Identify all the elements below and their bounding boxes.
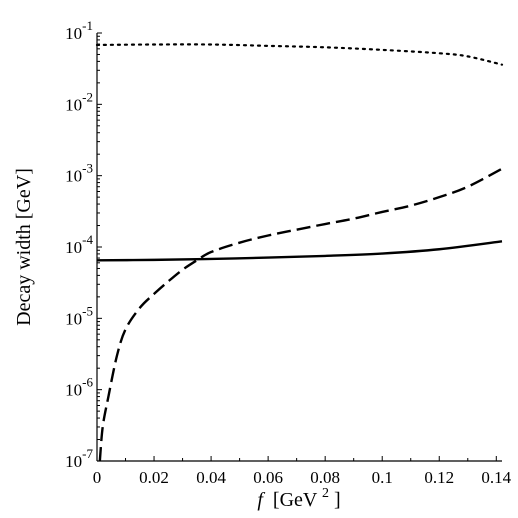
plot-area <box>95 43 504 462</box>
x-tick-label: 0 <box>93 468 102 487</box>
x-tick-label: 0.08 <box>310 468 340 487</box>
x-tick-label: 0.14 <box>481 468 511 487</box>
y-tick-label: 10-1 <box>65 18 93 43</box>
x-axis-symbol: f <box>257 489 265 511</box>
y-tick-label: 10-6 <box>65 375 93 400</box>
series-line-dashed <box>98 167 503 462</box>
y-tick-label: 10-7 <box>65 446 93 471</box>
x-axis-unit-exponent: 2 <box>322 486 329 501</box>
x-axis-title: f [GeV 2 ] <box>257 480 340 511</box>
x-tick-label: 0.04 <box>196 468 226 487</box>
series-line-dotted <box>95 43 504 66</box>
x-tick-label: 0.12 <box>424 468 454 487</box>
x-tick-label: 0.1 <box>372 468 393 487</box>
x-tick-label: 0.06 <box>253 468 283 487</box>
y-tick-label: 10-5 <box>65 303 93 328</box>
x-ticks: 0 0.02 0.04 0.06 0.08 0.1 0.12 0.14 <box>93 456 512 487</box>
x-tick-label: 0.02 <box>139 468 169 487</box>
y-tick-label: 10-3 <box>65 161 93 186</box>
y-ticks: 10-7 10-6 10-5 10-4 10-3 10-2 10-1 <box>65 18 102 471</box>
y-tick-label: 10-2 <box>65 89 93 114</box>
x-axis-unit: [GeV <box>273 489 318 511</box>
y-axis-title: Decay width [GeV] <box>13 168 35 326</box>
x-axis-unit-close: ] <box>334 489 341 511</box>
series-line-solid <box>96 240 503 262</box>
y-tick-label: 10-4 <box>65 232 93 257</box>
